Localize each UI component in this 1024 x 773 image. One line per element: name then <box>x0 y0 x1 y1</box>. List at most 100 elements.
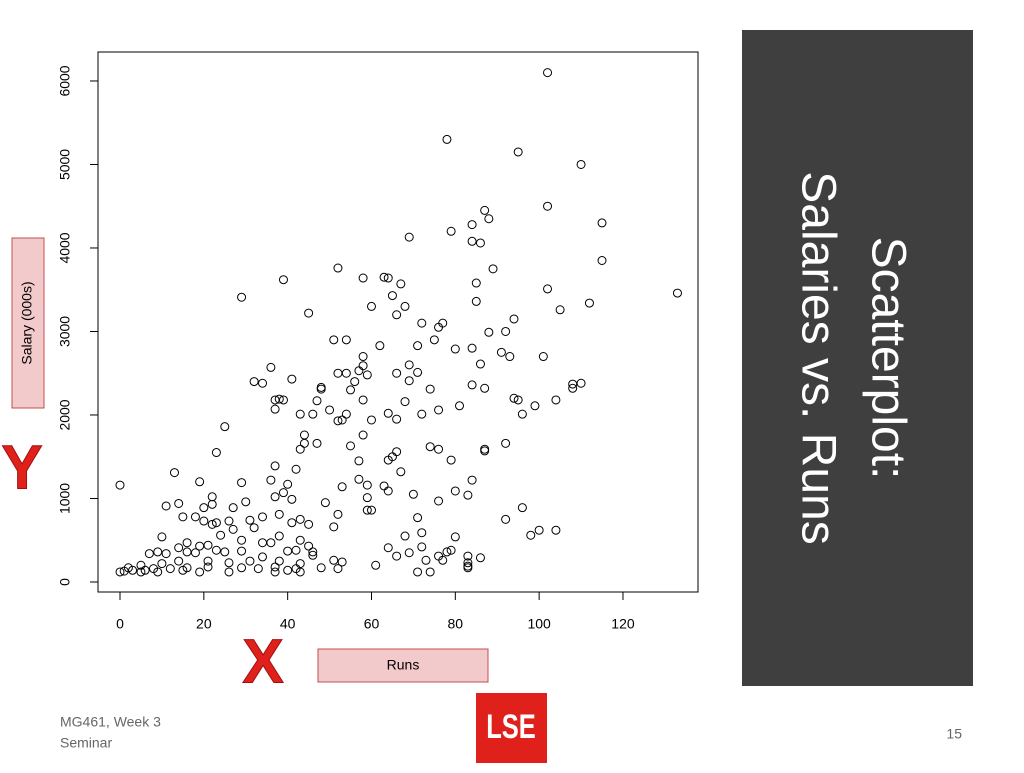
x-tick-label: 80 <box>448 616 464 632</box>
point <box>178 512 188 522</box>
point <box>463 563 473 573</box>
point <box>346 385 356 395</box>
point <box>475 238 485 248</box>
point <box>366 505 376 515</box>
point <box>224 516 234 526</box>
point <box>383 543 393 553</box>
point <box>241 497 251 507</box>
point <box>513 147 523 157</box>
x-tick-label: 120 <box>611 616 635 632</box>
point <box>597 256 607 266</box>
point <box>203 556 213 566</box>
point <box>366 301 376 311</box>
y-tick-label: 2000 <box>57 399 73 430</box>
point <box>174 556 184 566</box>
point <box>249 377 259 387</box>
point <box>337 557 347 567</box>
point <box>513 395 523 405</box>
point <box>358 352 368 362</box>
point <box>434 496 444 506</box>
point <box>434 444 444 454</box>
point <box>413 513 423 523</box>
point <box>153 547 163 557</box>
point <box>417 409 427 419</box>
point <box>224 558 234 568</box>
point <box>274 556 284 566</box>
point <box>417 528 427 538</box>
point <box>169 468 179 478</box>
point <box>228 503 238 513</box>
point <box>358 395 368 405</box>
y-axis-label: Salary (000s) <box>19 281 35 364</box>
point <box>413 367 423 377</box>
point <box>333 263 343 273</box>
point <box>274 509 284 519</box>
point <box>220 547 230 557</box>
point <box>316 384 326 394</box>
point <box>467 475 477 485</box>
point <box>211 448 221 458</box>
logo <box>476 693 547 763</box>
point <box>337 482 347 492</box>
point <box>174 543 184 553</box>
slide-title: Salaries vs. Runs <box>791 171 844 544</box>
point <box>354 456 364 466</box>
point <box>295 444 305 454</box>
point <box>463 490 473 500</box>
point <box>538 352 548 362</box>
point <box>501 438 511 448</box>
point <box>144 549 154 559</box>
point <box>190 548 200 558</box>
point <box>278 395 288 405</box>
point <box>371 560 381 570</box>
point <box>258 552 268 562</box>
point <box>505 352 515 362</box>
point <box>299 438 309 448</box>
point <box>316 563 326 573</box>
point <box>480 205 490 215</box>
point <box>526 530 536 540</box>
point <box>404 232 414 242</box>
point <box>237 478 247 488</box>
point <box>543 284 553 294</box>
x-tick-label: 40 <box>280 616 296 632</box>
point <box>258 378 268 388</box>
point <box>501 326 511 336</box>
point <box>354 366 364 376</box>
y-tick-label: 0 <box>57 578 73 586</box>
point <box>274 394 284 404</box>
point <box>417 318 427 328</box>
point <box>333 509 343 519</box>
point <box>283 479 293 489</box>
point <box>270 404 280 414</box>
point <box>404 360 414 370</box>
plot-frame <box>97 51 699 593</box>
point <box>190 512 200 522</box>
point <box>358 430 368 440</box>
point <box>199 516 209 526</box>
x-label-box <box>317 648 489 683</box>
y-label-box <box>11 237 45 409</box>
point <box>396 279 406 289</box>
point <box>266 538 276 548</box>
point <box>346 441 356 451</box>
point <box>446 545 456 555</box>
point <box>383 273 393 283</box>
point <box>287 374 297 384</box>
point <box>115 480 125 490</box>
point <box>488 264 498 274</box>
point <box>358 361 368 371</box>
point <box>157 532 167 542</box>
x-tick-label: 0 <box>116 616 124 632</box>
footer: Seminar <box>60 735 112 751</box>
point <box>128 565 138 575</box>
point <box>270 567 280 577</box>
point <box>161 501 171 511</box>
point <box>115 567 125 577</box>
point <box>249 523 259 533</box>
point <box>400 397 410 407</box>
point <box>551 395 561 405</box>
point <box>207 492 217 502</box>
point <box>333 368 343 378</box>
point <box>400 531 410 541</box>
